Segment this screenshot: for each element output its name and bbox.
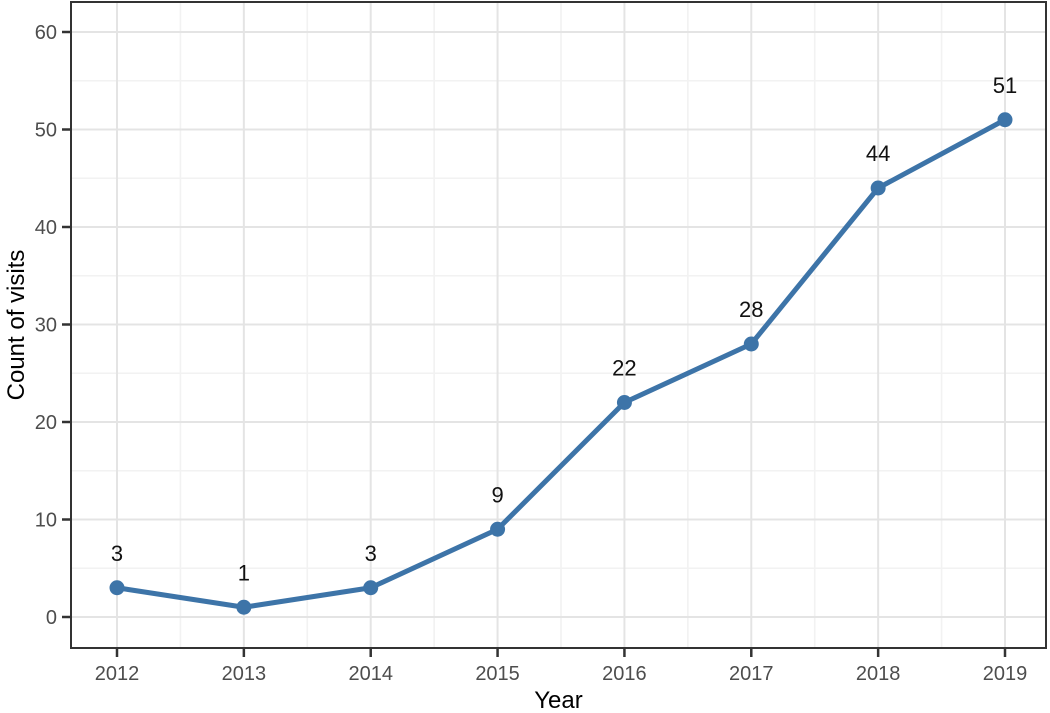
data-line [114, 117, 1008, 610]
y-tick-label: 30 [35, 315, 57, 337]
x-tick-label: 2012 [95, 663, 140, 685]
data-point-label: 51 [993, 73, 1017, 98]
x-tick-label: 2019 [983, 663, 1028, 685]
y-tick-label: 0 [46, 607, 57, 629]
data-point-labels: 3 1 3 9 22 28 44 51 [111, 73, 1017, 586]
x-tick-label: 2014 [348, 663, 393, 685]
data-point [997, 112, 1013, 128]
data-points [109, 112, 1013, 615]
x-axis-tick-marks [115, 648, 1007, 657]
x-axis-tick-labels: 2012 2013 2014 2015 2016 2017 2018 2019 [95, 663, 1028, 685]
grid-major-lines [71, 2, 1046, 648]
y-axis-tick-marks [62, 30, 71, 619]
y-tick-label: 20 [35, 412, 57, 434]
data-point [236, 599, 252, 615]
y-tick-label: 60 [35, 22, 57, 44]
data-point-label: 1 [238, 560, 250, 585]
data-point [743, 336, 759, 352]
x-tick-label: 2015 [475, 663, 520, 685]
data-point-label: 44 [866, 141, 890, 166]
data-point [109, 580, 125, 596]
x-tick-label: 2017 [729, 663, 774, 685]
y-tick-label: 40 [35, 217, 57, 239]
data-point [616, 395, 632, 410]
y-tick-label: 10 [35, 510, 57, 532]
y-tick-label: 50 [35, 120, 57, 142]
x-axis-title: Year [534, 687, 583, 713]
data-point [490, 521, 506, 537]
x-tick-label: 2013 [222, 663, 267, 685]
x-tick-label: 2018 [856, 663, 901, 685]
data-point-label: 3 [365, 541, 377, 566]
data-point [870, 180, 886, 196]
data-point [363, 580, 379, 596]
data-point-label: 3 [111, 541, 123, 566]
x-tick-label: 2016 [602, 663, 647, 685]
data-point-label: 22 [612, 356, 636, 381]
data-point-label: 28 [739, 297, 763, 322]
y-axis-tick-labels: 0 10 20 30 40 50 60 [35, 22, 57, 629]
data-point-label: 9 [491, 482, 503, 507]
y-axis-title: Count of visits [3, 250, 30, 401]
